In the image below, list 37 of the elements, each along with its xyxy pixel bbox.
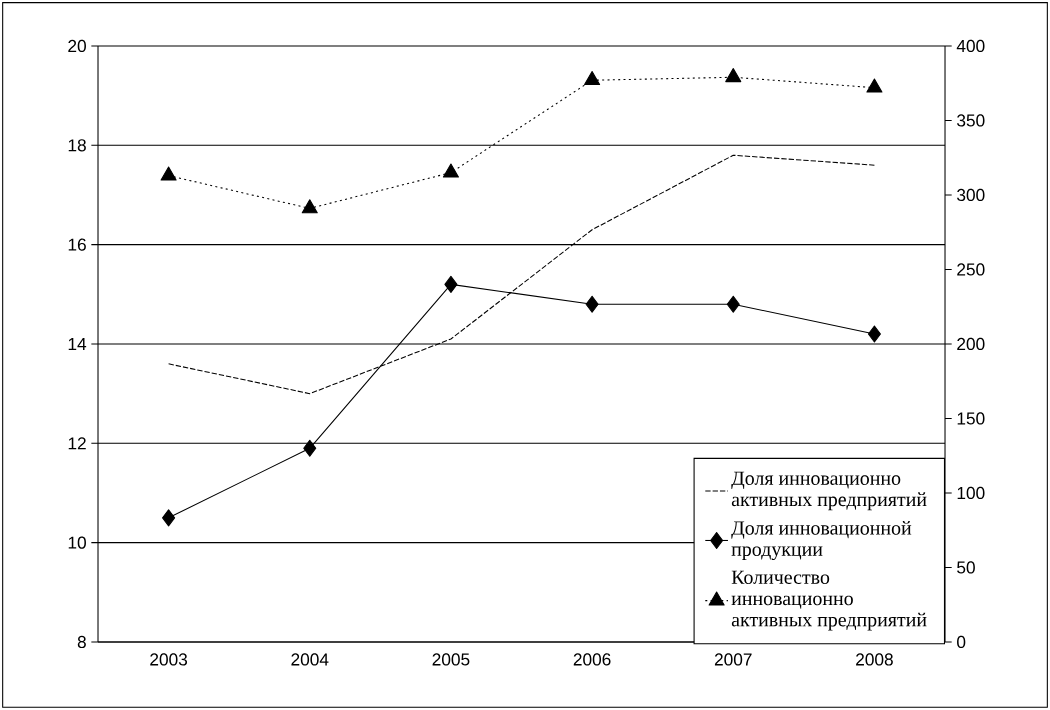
legend-label: Доля инновационно активных предприятий	[731, 471, 927, 511]
y2-tick-label: 350	[957, 114, 985, 127]
point	[867, 325, 881, 343]
y-tick-label: 18	[68, 139, 86, 152]
y-tick-label: 16	[68, 238, 86, 251]
x-tick-label: 2003	[150, 653, 188, 666]
x-tick-label: 2008	[856, 653, 893, 666]
y-tick-label: 14	[68, 338, 87, 350]
y-tick-label: 8	[77, 635, 86, 649]
point	[301, 199, 318, 214]
y2-tick-label: 0	[957, 635, 966, 649]
point	[303, 439, 317, 457]
y2-tick-label: 400	[956, 39, 985, 53]
y2-tick-label: 300	[957, 188, 985, 202]
y-tick-label: 20	[68, 39, 86, 53]
point	[160, 166, 177, 181]
x-tick-label: 2006	[573, 653, 611, 666]
y2-tick-label: 100	[957, 486, 985, 500]
point	[584, 71, 601, 86]
y-tick-label: 10	[68, 536, 86, 549]
x-tick-label: 2005	[432, 653, 470, 666]
x-tick-label: 2004	[291, 653, 329, 666]
y2-tick-label: 200	[957, 337, 985, 351]
point	[162, 509, 176, 527]
legend-label: Количество инновационно активных предприятий	[731, 570, 927, 631]
point	[866, 78, 883, 93]
y-tick-label: 12	[68, 437, 86, 450]
y2-tick-label: 50	[957, 561, 975, 574]
legend-label: Доля инновационной продукции	[731, 520, 912, 561]
point	[444, 275, 458, 293]
x-tick-label: 2007	[714, 653, 752, 666]
y2-tick-label: 150	[957, 412, 985, 425]
y2-tick-label: 250	[957, 263, 985, 276]
point	[442, 163, 459, 178]
point	[726, 295, 740, 313]
point	[725, 68, 742, 83]
point	[585, 295, 599, 313]
